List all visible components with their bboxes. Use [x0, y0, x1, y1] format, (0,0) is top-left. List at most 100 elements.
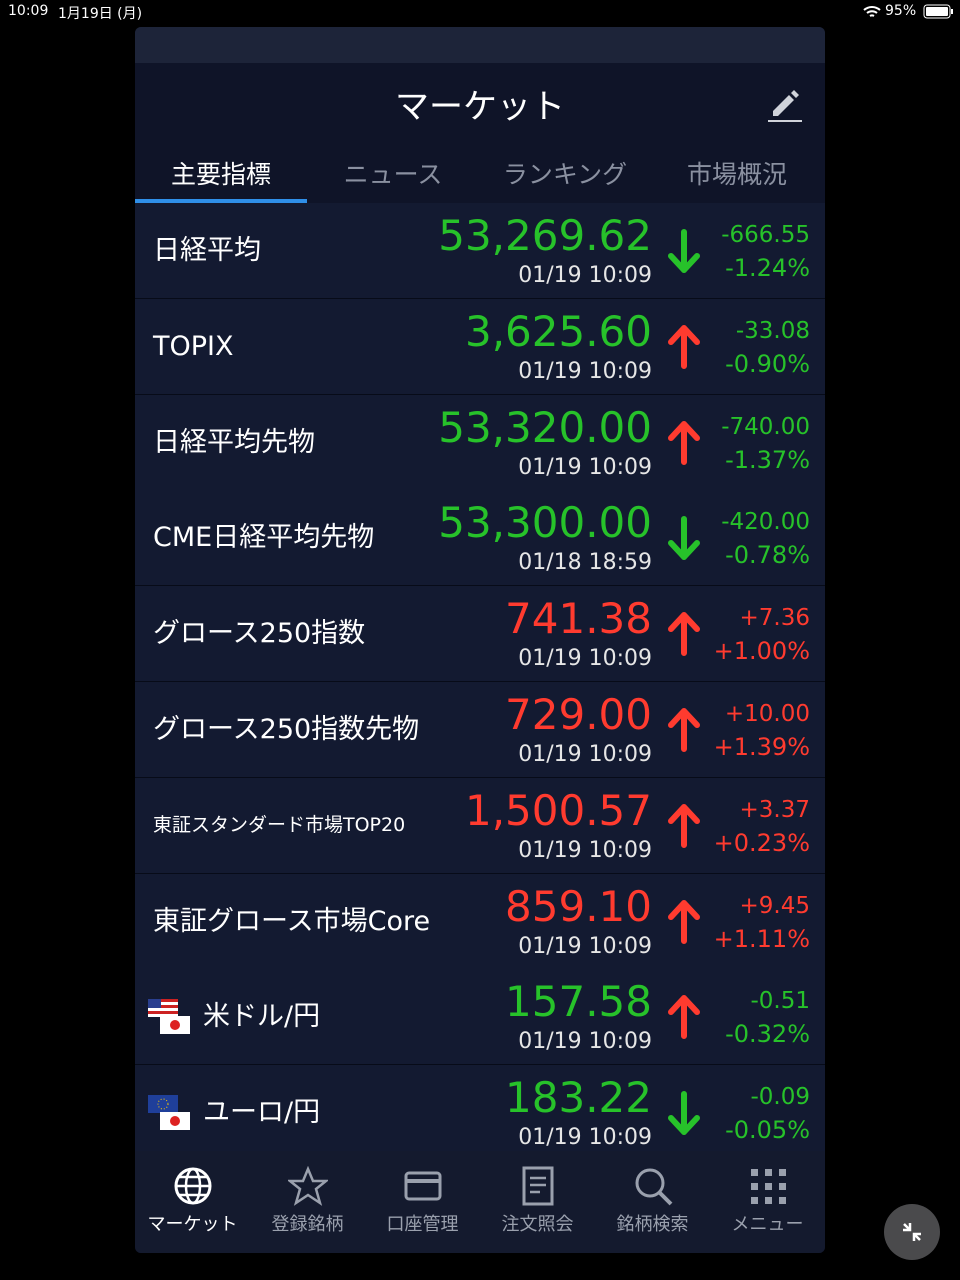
- timestamp: 01/19 10:09: [518, 454, 652, 480]
- index-name: グロース250指数: [153, 618, 366, 650]
- change-percent: -0.05%: [725, 1116, 810, 1145]
- timestamp: 01/19 10:09: [518, 933, 652, 959]
- battery-icon: [923, 4, 953, 19]
- market-row[interactable]: グロース250指数 741.38 01/19 10:09 +7.36 +1.00%: [135, 586, 825, 683]
- nav-icon: [522, 1166, 553, 1206]
- nav-label: 銘柄検索: [616, 1214, 689, 1235]
- nav-item[interactable]: マーケット: [135, 1152, 250, 1236]
- timestamp: 01/19 10:09: [518, 1125, 652, 1151]
- index-name: ユーロ/円: [203, 1097, 321, 1129]
- change: -33.08: [735, 317, 810, 344]
- timestamp: 01/18 18:59: [518, 550, 652, 576]
- price: 157.58: [505, 977, 652, 1027]
- change-percent: -1.24%: [725, 254, 810, 282]
- change: -420.00: [721, 509, 810, 536]
- price: 53,300.00: [438, 498, 652, 548]
- nav-label: 口座管理: [386, 1214, 459, 1235]
- flag: [148, 999, 178, 1018]
- tab[interactable]: ランキング: [502, 160, 628, 189]
- market-row[interactable]: ユーロ/円 183.22 01/19 10:09 -0.09 -0.05%: [135, 1065, 825, 1162]
- app-panel: マーケット 主要指標 ニュース ランキング 市場概況 日経平均 53,269.62 01/…: [135, 27, 825, 1253]
- nav-icon: [750, 1169, 786, 1204]
- trend-arrow: [668, 899, 700, 944]
- change-percent: +1.11%: [713, 924, 810, 953]
- price: 183.22: [505, 1073, 652, 1123]
- market-row[interactable]: 日経平均先物 53,320.00 01/19 10:09 -740.00 -1.37%: [135, 394, 825, 491]
- nav-icon: [635, 1168, 672, 1206]
- trend-arrow: [668, 229, 700, 273]
- timestamp: 01/19 10:09: [518, 263, 652, 288]
- trend-arrow: [668, 803, 700, 848]
- minimize-button[interactable]: [884, 1204, 940, 1260]
- trend-arrow: [668, 612, 700, 657]
- change-percent: -1.37%: [725, 445, 810, 474]
- tab[interactable]: 主要指標: [170, 160, 271, 189]
- tab[interactable]: ニュース: [343, 160, 443, 189]
- flag: [148, 1095, 178, 1114]
- change-percent: +1.39%: [713, 733, 810, 761]
- nav-bar: [135, 1151, 825, 1253]
- market-row[interactable]: 米ドル/円 157.58 01/19 10:09 -0.51 -0.32%: [135, 969, 825, 1066]
- status-date: 1月19日 (月): [58, 6, 143, 22]
- change: -0.09: [750, 1084, 810, 1111]
- change: +10.00: [724, 701, 810, 727]
- change-percent: +1.00%: [713, 637, 810, 666]
- change-percent: -0.32%: [725, 1020, 810, 1049]
- top-strip: [135, 27, 825, 63]
- edit-button[interactable]: [765, 83, 805, 123]
- index-name: 東証スタンダード市場TOP20: [153, 813, 406, 836]
- change: -666.55: [721, 222, 810, 248]
- change: -740.00: [721, 413, 810, 440]
- market-row[interactable]: 東証スタンダード市場TOP20 1,500.57 01/19 10:09 +3.37 +…: [135, 777, 825, 874]
- tab-underline: [135, 199, 307, 203]
- change-percent: -0.78%: [725, 541, 810, 570]
- nav-icon: [174, 1167, 211, 1205]
- timestamp: 01/19 10:09: [518, 358, 652, 384]
- trend-arrow: [668, 324, 700, 369]
- index-name: TOPIX: [153, 330, 234, 362]
- change: +9.45: [739, 892, 810, 919]
- flag: [160, 1016, 190, 1035]
- trend-arrow: [668, 1091, 700, 1136]
- nav-item[interactable]: 登録銘柄: [250, 1152, 365, 1236]
- market-row[interactable]: CME日経平均先物 53,300.00 01/18 18:59 -420.00 -0.7…: [135, 490, 825, 587]
- nav-item[interactable]: 銘柄検索: [595, 1152, 710, 1236]
- price: 741.38: [505, 594, 652, 644]
- timestamp: 01/19 10:09: [518, 1029, 652, 1055]
- flag: [160, 1112, 190, 1131]
- change-percent: +0.23%: [713, 828, 810, 857]
- market-row[interactable]: 東証グロース市場Core 859.10 01/19 10:09 +9.45 +1.11%: [135, 873, 825, 970]
- nav-label: メニュー: [731, 1214, 804, 1235]
- nav-label: 登録銘柄: [271, 1214, 344, 1235]
- market-row[interactable]: 日経平均 53,269.62 01/19 10:09 -666.55 -1.24%: [135, 203, 825, 299]
- price: 53,320.00: [438, 402, 652, 452]
- nav-icon: [404, 1171, 441, 1201]
- battery-text: 95%: [885, 3, 917, 19]
- index-name: グロース250指数先物: [153, 714, 420, 745]
- wifi-icon: [863, 6, 881, 17]
- price: 1,500.57: [464, 785, 652, 835]
- nav-label: マーケット: [147, 1214, 238, 1235]
- trend-arrow: [668, 516, 700, 561]
- trend-arrow: [668, 420, 700, 465]
- tab[interactable]: 市場概況: [686, 160, 787, 189]
- trend-arrow: [668, 708, 700, 752]
- market-row[interactable]: TOPIX 3,625.60 01/19 10:09 -33.08 -0.90%: [135, 298, 825, 395]
- nav-icon: [287, 1166, 328, 1206]
- change: +3.37: [739, 796, 810, 823]
- index-name: 東証グロース市場Core: [153, 905, 431, 937]
- nav-item[interactable]: 口座管理: [365, 1152, 480, 1236]
- price: 859.10: [505, 881, 652, 931]
- nav-item[interactable]: メニュー: [710, 1152, 825, 1236]
- status-time: 10:09: [8, 3, 49, 19]
- price: 3,625.60: [464, 306, 652, 356]
- nav-item[interactable]: 注文照会: [480, 1152, 595, 1236]
- timestamp: 01/19 10:09: [518, 646, 652, 672]
- timestamp: 01/19 10:09: [518, 837, 652, 863]
- change-percent: -0.90%: [725, 349, 810, 378]
- index-name: 日経平均先物: [153, 426, 315, 458]
- change: +7.36: [739, 605, 810, 632]
- change: -0.51: [750, 988, 810, 1015]
- market-row[interactable]: グロース250指数先物 729.00 01/19 10:09 +10.00 +1.39%: [135, 682, 825, 778]
